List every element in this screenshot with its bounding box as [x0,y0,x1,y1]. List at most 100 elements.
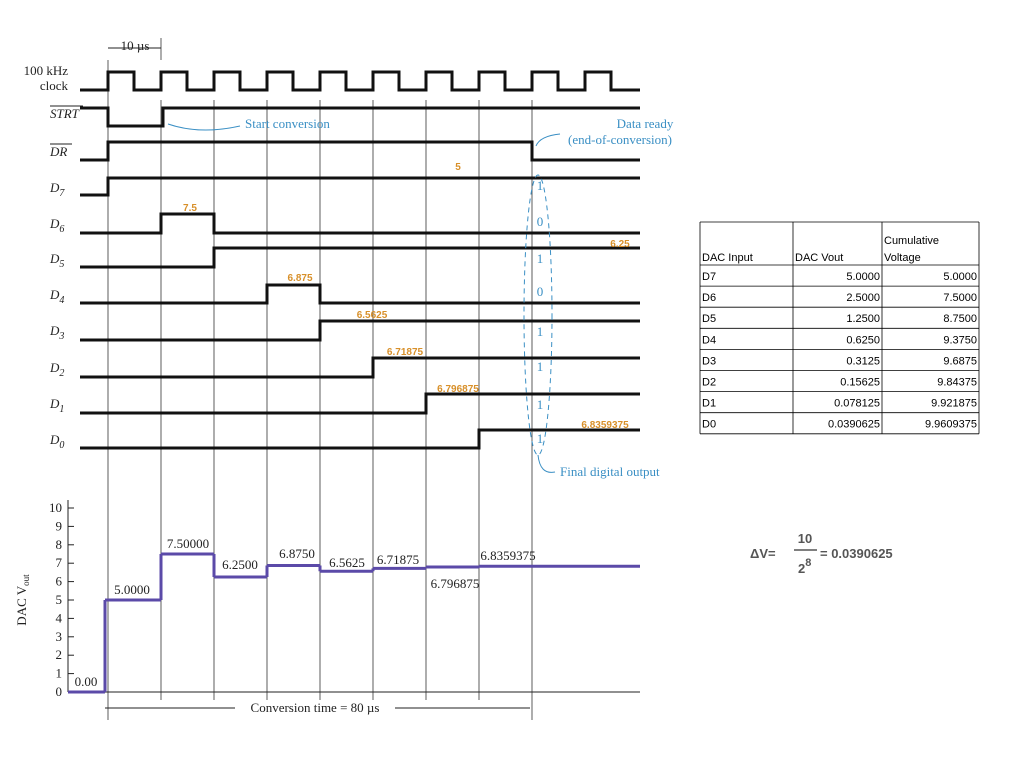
table-cell: D5 [702,313,716,325]
dac-value-label: 6.8750 [279,546,315,561]
table-header: Voltage [884,252,921,264]
y-tick-label: 9 [56,518,63,533]
d5-wave [80,246,640,269]
ready-note: (end-of-conversion) [568,132,672,147]
table-header: DAC Input [702,252,753,264]
y-tick-label: 7 [56,555,63,570]
table-cell: 9.6875 [943,355,977,367]
y-tick-label: 10 [49,500,62,515]
table-cell: 0.0390625 [828,419,880,431]
signal-index: 6 [59,224,64,235]
dac-value-label: 6.5625 [329,555,365,570]
y-tick-label: 4 [56,610,63,625]
y-axis-label-text: DAC V [14,585,29,625]
table-cell: 0.078125 [834,398,880,410]
clock-label: 100 kHz [24,63,69,78]
signal-label: D4 [49,287,64,306]
bits-ellipse [523,174,553,456]
table-cell: 8.7500 [943,313,977,325]
dac-value-label: 6.2500 [222,557,258,572]
signal-letter: D [49,396,60,411]
d1-wave [80,392,640,415]
signal-letter: D [49,251,60,266]
table-cell: 9.84375 [937,377,977,389]
signal-letter: D [49,360,60,375]
formula-result: = 0.0390625 [820,546,893,561]
formula-base: 2 [798,561,805,576]
signal-label: D1 [49,396,64,415]
cumulative-note: 6.796875 [437,384,479,395]
formula-exponent: 8 [805,557,811,569]
table-cell: D2 [702,377,716,389]
cumulative-note: 6.8359375 [581,420,629,431]
output-bit: 1 [537,324,544,339]
timing-grid [107,38,533,720]
signal-letter: DR [49,144,67,159]
cumulative-note: 5 [455,162,461,173]
period-label: 10 µs [121,38,150,53]
final-arrow [537,454,556,473]
start-arrow [167,123,241,131]
y-axis-label: DAC Vout [14,574,31,626]
signal-label: D0 [49,432,64,451]
table-header: Cumulative [884,235,939,247]
table-cell: 7.5000 [943,292,977,304]
d6-wave [80,212,640,235]
signal-index: 0 [59,440,64,451]
formula-denominator: 28 [798,557,811,576]
start-note: Start conversion [245,116,330,131]
signal-index: 3 [58,331,64,342]
ready-note: Data ready [617,116,674,131]
table-cell: 0.6250 [846,334,880,346]
ready-arrow [535,133,561,147]
table-cell: 9.3750 [943,334,977,346]
output-bit: 1 [537,251,544,266]
table-cell: 5.0000 [943,271,977,283]
signal-index: 5 [59,259,64,270]
clock-label: clock [40,78,69,93]
signal-letter: STRT [50,106,80,121]
dac-value-label: 6.796875 [431,576,480,591]
formula: ΔV= 10 28 = 0.0390625 [750,531,893,576]
cumulative-note: 6.5625 [357,310,388,321]
table-cell: 1.2500 [846,313,880,325]
signal-letter: D [49,180,60,195]
signal-label: D3 [49,323,64,342]
output-bit: 1 [537,178,544,193]
output-bit: 1 [537,431,544,446]
table-cell: 9.921875 [931,398,977,410]
signal-index: 7 [59,188,65,199]
table-cell: D7 [702,271,716,283]
table-cell: D4 [702,334,716,346]
dac-value-label: 0.00 [75,674,98,689]
d7-wave [80,176,640,197]
dac-value-label: 6.71875 [377,552,419,567]
signal-label: D5 [49,251,64,270]
signal-label: STRT [50,106,80,121]
d2-wave [80,356,640,379]
y-tick-label: 3 [56,629,63,644]
conversion-note: Conversion time = 80 µs [251,700,380,715]
y-tick-label: 8 [56,537,63,552]
signal-index: 4 [59,295,64,306]
signal-index: 1 [59,404,64,415]
signal-index: 2 [59,368,64,379]
strt-wave [80,106,640,128]
cumulative-note: 7.5 [183,203,197,214]
table-cell: D0 [702,419,716,431]
table-cell: 2.5000 [846,292,880,304]
output-bit: 0 [537,214,544,229]
table-cell: 5.0000 [846,271,880,283]
output-bit: 0 [537,284,544,299]
formula-numerator: 10 [798,531,812,546]
d3-wave [80,319,640,342]
signal-letter: D [49,323,60,338]
cumulative-note: 6.71875 [387,347,424,358]
signal-letter: D [49,287,60,302]
cumulative-note: 6.25 [610,239,630,250]
signal-label: D2 [49,360,64,379]
cumulative-note: 6.875 [287,273,312,284]
dac-value-label: 5.0000 [114,582,150,597]
table-cell: 0.15625 [840,377,880,389]
